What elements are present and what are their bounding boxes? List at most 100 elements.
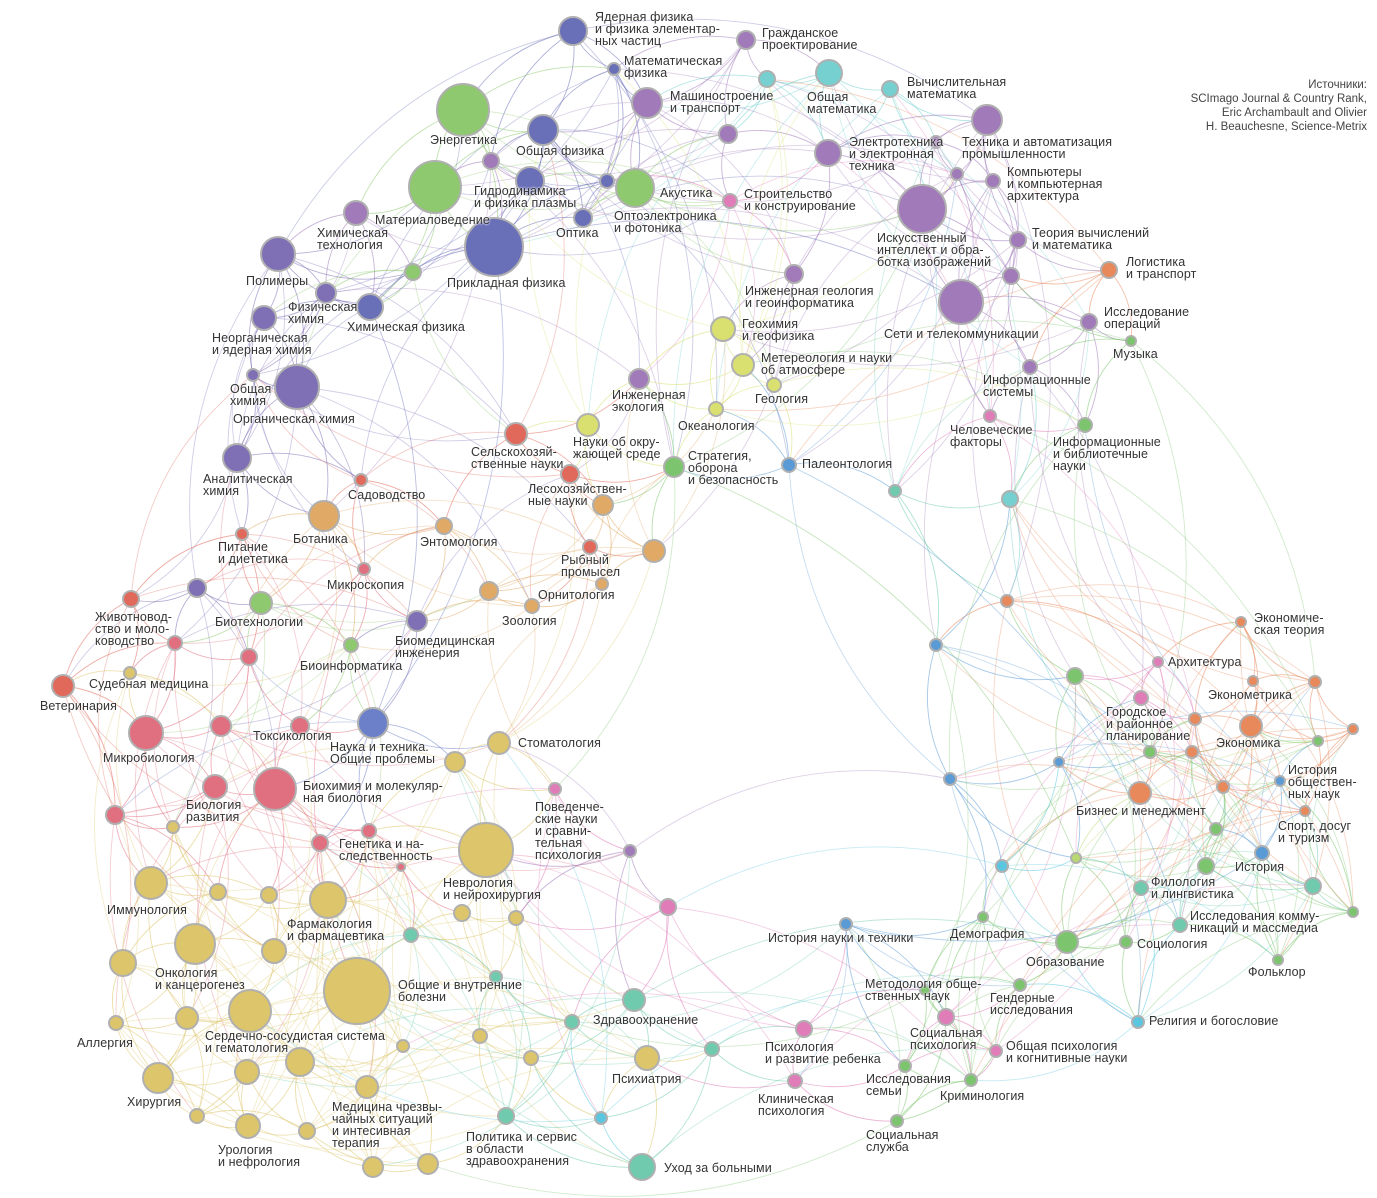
node[interactable]: [356, 293, 384, 321]
node[interactable]: [357, 562, 371, 576]
node[interactable]: [890, 1114, 904, 1128]
node[interactable]: [628, 1153, 656, 1181]
node[interactable]: [1013, 978, 1027, 992]
node[interactable]: [710, 316, 736, 342]
node[interactable]: [1308, 675, 1322, 689]
node[interactable]: [897, 184, 947, 234]
node[interactable]: [704, 1041, 720, 1057]
node[interactable]: [1304, 877, 1322, 895]
node[interactable]: [362, 1156, 384, 1178]
node[interactable]: [1188, 712, 1202, 726]
node[interactable]: [1009, 231, 1027, 249]
node[interactable]: [298, 1122, 316, 1140]
node[interactable]: [354, 473, 368, 487]
node[interactable]: [1100, 261, 1118, 279]
node[interactable]: [315, 282, 337, 304]
node[interactable]: [1312, 735, 1324, 747]
node[interactable]: [189, 1108, 205, 1124]
node[interactable]: [1070, 852, 1082, 864]
node[interactable]: [758, 70, 776, 88]
node[interactable]: [174, 923, 216, 965]
node[interactable]: [1347, 906, 1359, 918]
node[interactable]: [508, 910, 524, 926]
node[interactable]: [246, 368, 260, 382]
node[interactable]: [938, 279, 984, 325]
node[interactable]: [222, 443, 252, 473]
node[interactable]: [576, 413, 600, 437]
node[interactable]: [766, 377, 782, 393]
node[interactable]: [527, 114, 559, 146]
node[interactable]: [1000, 594, 1014, 608]
node[interactable]: [108, 1015, 124, 1031]
node[interactable]: [623, 844, 637, 858]
node[interactable]: [464, 217, 524, 277]
node[interactable]: [784, 264, 804, 284]
node[interactable]: [1133, 690, 1149, 706]
node[interactable]: [1131, 1015, 1145, 1029]
node[interactable]: [436, 83, 490, 137]
node[interactable]: [435, 517, 453, 535]
node[interactable]: [343, 200, 369, 226]
node[interactable]: [983, 409, 997, 423]
node[interactable]: [622, 988, 646, 1012]
node[interactable]: [548, 782, 562, 796]
node[interactable]: [1022, 359, 1038, 375]
node[interactable]: [781, 457, 797, 473]
node[interactable]: [659, 898, 677, 916]
node[interactable]: [482, 152, 500, 170]
node[interactable]: [595, 577, 609, 591]
node[interactable]: [524, 598, 540, 614]
node[interactable]: [1055, 930, 1079, 954]
node[interactable]: [929, 638, 943, 652]
node[interactable]: [1125, 335, 1137, 347]
node[interactable]: [403, 927, 419, 943]
node[interactable]: [1152, 656, 1164, 668]
node[interactable]: [888, 484, 902, 498]
node[interactable]: [1133, 880, 1149, 896]
node[interactable]: [971, 104, 1003, 136]
node[interactable]: [1128, 781, 1152, 805]
node[interactable]: [995, 859, 1009, 873]
node[interactable]: [1254, 845, 1270, 861]
node[interactable]: [708, 401, 724, 417]
node[interactable]: [396, 1039, 410, 1053]
node[interactable]: [234, 1059, 260, 1085]
node[interactable]: [472, 1028, 488, 1044]
node[interactable]: [989, 1044, 1003, 1058]
node[interactable]: [497, 1107, 515, 1125]
node[interactable]: [718, 124, 738, 144]
node[interactable]: [631, 87, 663, 119]
node[interactable]: [105, 805, 125, 825]
node[interactable]: [260, 886, 278, 904]
node[interactable]: [274, 364, 320, 410]
node[interactable]: [1172, 917, 1188, 933]
node[interactable]: [1185, 745, 1199, 759]
node[interactable]: [1143, 745, 1157, 759]
node[interactable]: [594, 1111, 608, 1125]
node[interactable]: [235, 1113, 261, 1139]
node[interactable]: [408, 160, 462, 214]
node[interactable]: [560, 464, 580, 484]
node[interactable]: [515, 166, 545, 196]
node[interactable]: [240, 648, 258, 666]
node[interactable]: [634, 1045, 660, 1071]
node[interactable]: [290, 716, 310, 736]
node[interactable]: [489, 970, 503, 984]
node[interactable]: [628, 368, 650, 390]
node[interactable]: [564, 1014, 580, 1030]
node[interactable]: [209, 883, 227, 901]
node[interactable]: [253, 767, 297, 811]
node[interactable]: [663, 456, 685, 478]
node[interactable]: [937, 1008, 955, 1026]
node[interactable]: [396, 862, 406, 872]
node[interactable]: [1119, 935, 1133, 949]
node[interactable]: [134, 866, 168, 900]
node[interactable]: [1066, 667, 1084, 685]
node[interactable]: [228, 989, 272, 1033]
node[interactable]: [599, 173, 615, 189]
node[interactable]: [355, 1075, 379, 1099]
node[interactable]: [573, 208, 593, 228]
node[interactable]: [444, 751, 466, 773]
node[interactable]: [285, 1047, 315, 1077]
node[interactable]: [943, 772, 957, 786]
